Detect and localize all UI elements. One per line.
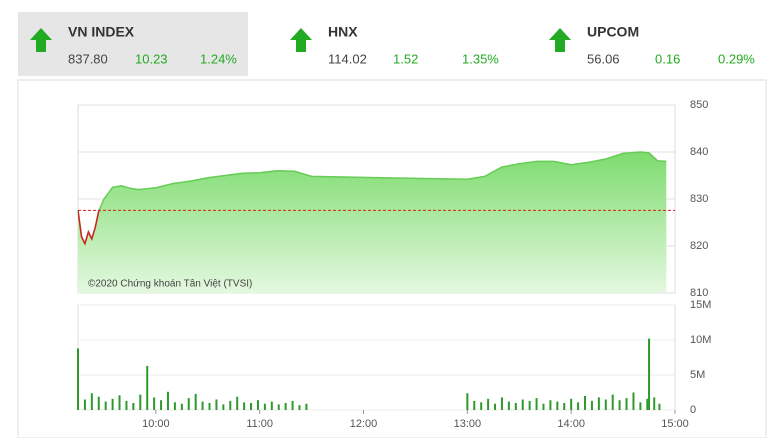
- index-change: 1.52: [393, 51, 418, 66]
- volume-bar: [256, 400, 259, 410]
- volume-bar: [648, 338, 651, 410]
- volume-bar: [507, 401, 510, 410]
- volume-bar: [77, 348, 79, 410]
- y-tick-label: 5M: [690, 369, 705, 381]
- y-tick-label: 820: [690, 240, 708, 252]
- volume-bar: [194, 393, 197, 410]
- volume-bar: [236, 396, 239, 410]
- volume-bar: [104, 401, 107, 410]
- volume-bar: [118, 395, 121, 410]
- volume-bar: [542, 403, 545, 410]
- volume-bar: [535, 398, 538, 410]
- index-percent: 1.35%: [462, 51, 499, 66]
- volume-bar: [166, 391, 169, 410]
- active-tile[interactable]: [18, 12, 248, 76]
- x-tick-label: 12:00: [350, 418, 378, 430]
- volume-bar: [500, 397, 503, 410]
- volume-bar: [658, 403, 661, 410]
- volume-bar: [298, 405, 301, 410]
- volume-bar: [556, 401, 559, 410]
- volume-bar: [111, 398, 114, 410]
- index-value: 114.02: [328, 51, 367, 66]
- volume-bar: [632, 392, 635, 410]
- x-tick-label: 14:00: [557, 418, 585, 430]
- volume-bar: [146, 365, 149, 410]
- up-arrow: [290, 28, 312, 52]
- volume-bar: [646, 398, 649, 410]
- volume-bar: [521, 399, 524, 410]
- volume-bar: [125, 400, 128, 410]
- up-arrow: [30, 28, 52, 52]
- index-change: 0.16: [655, 51, 680, 66]
- volume-bar: [494, 403, 497, 410]
- y-tick-label: 0: [690, 404, 696, 416]
- volume-bar: [487, 398, 490, 410]
- volume-bar: [604, 399, 607, 410]
- volume-bar: [263, 403, 266, 410]
- y-tick-label: 810: [690, 287, 708, 299]
- x-tick-label: 13:00: [454, 418, 482, 430]
- x-tick-label: 15:00: [661, 418, 689, 430]
- index-percent: 1.24%: [200, 51, 237, 66]
- volume-bar: [625, 398, 628, 410]
- volume-bar: [618, 400, 621, 410]
- volume-bar: [584, 396, 587, 410]
- up-arrow: [549, 28, 571, 52]
- volume-bar: [270, 401, 273, 410]
- volume-bar: [305, 403, 308, 410]
- volume-bar: [480, 402, 483, 410]
- volume-bar: [215, 399, 218, 410]
- volume-bar: [570, 398, 573, 410]
- price-line-below: [78, 210, 100, 246]
- volume-bar: [590, 400, 593, 410]
- volume-bar: [201, 401, 204, 410]
- y-tick-label: 850: [690, 99, 708, 111]
- volume-bar: [291, 400, 294, 410]
- volume-bar: [160, 400, 163, 410]
- volume-bar: [466, 393, 469, 410]
- y-tick-label: 840: [690, 146, 708, 158]
- volume-bar: [473, 400, 476, 410]
- volume-bar: [514, 403, 517, 410]
- volume-bar: [90, 393, 93, 410]
- volume-bar: [222, 404, 225, 410]
- x-tick-label: 11:00: [246, 418, 273, 430]
- volume-bar: [250, 403, 253, 410]
- volume-bar: [187, 398, 190, 410]
- y-tick-label: 830: [690, 193, 708, 205]
- volume-bar: [97, 396, 100, 410]
- index-value: 837.80: [68, 51, 108, 66]
- index-name[interactable]: HNX: [328, 24, 358, 40]
- volume-bar: [597, 397, 600, 410]
- volume-bar: [277, 404, 280, 410]
- volume-bar: [577, 402, 580, 410]
- index-change: 10.23: [135, 51, 168, 66]
- volume-bar: [243, 402, 246, 410]
- price-area: [78, 152, 667, 293]
- volume-bar: [528, 400, 531, 410]
- volume-bar: [83, 399, 86, 410]
- volume-bar: [208, 403, 211, 410]
- volume-bar: [639, 402, 642, 410]
- volume-bar: [173, 402, 176, 410]
- volume-bar: [611, 394, 614, 410]
- volume-bar: [563, 403, 566, 410]
- index-value: 56.06: [587, 51, 620, 66]
- volume-bar: [229, 400, 232, 410]
- volume-bar: [653, 397, 656, 410]
- index-name[interactable]: UPCOM: [587, 24, 639, 40]
- volume-bar: [284, 403, 287, 410]
- volume-bar: [132, 403, 135, 410]
- volume-bar: [153, 397, 156, 410]
- y-tick-label: 15M: [690, 299, 711, 311]
- volume-bar: [180, 403, 183, 410]
- volume-bar: [549, 400, 552, 410]
- y-tick-label: 10M: [690, 334, 711, 346]
- volume-bar: [139, 394, 142, 410]
- index-name[interactable]: VN INDEX: [68, 24, 135, 40]
- index-percent: 0.29%: [718, 51, 755, 66]
- x-tick-label: 10:00: [142, 418, 170, 430]
- watermark: ©2020 Chứng khoán Tân Việt (TVSI): [88, 279, 252, 290]
